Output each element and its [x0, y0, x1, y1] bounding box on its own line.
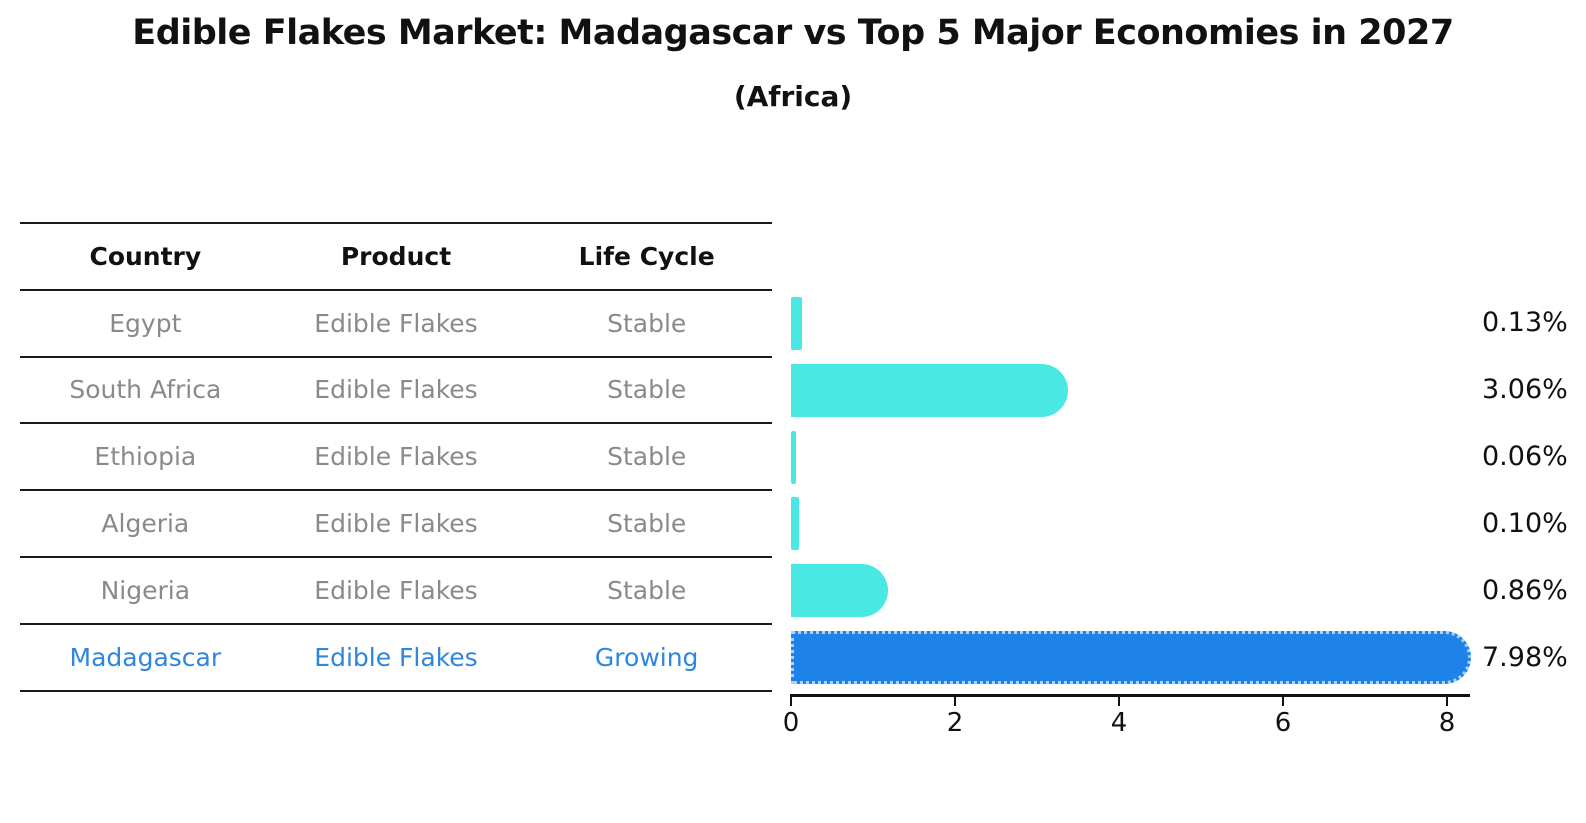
bar-egypt [791, 297, 802, 350]
table-header-row: Country Product Life Cycle [20, 222, 772, 289]
table-cell: Product [340, 241, 452, 271]
comparison-table: Country Product Life Cycle Egypt Edible Flak… [20, 222, 772, 692]
value-label-madagascar: 7.98% [1482, 641, 1568, 673]
bar-algeria [791, 497, 799, 551]
x-axis-tick-label: 0 [782, 708, 800, 738]
bar-south-africa [791, 363, 1068, 417]
table-cell: Growing [594, 642, 699, 672]
x-axis-tick [790, 697, 792, 706]
value-label-egypt: 0.13% [1482, 307, 1568, 339]
chart-subtitle: (Africa) [733, 80, 853, 113]
x-axis [790, 694, 1470, 697]
x-axis-tick-label: 6 [1274, 708, 1292, 738]
table-cell: Stable [607, 575, 687, 605]
x-axis-tick-label: 2 [946, 708, 964, 738]
table-cell: Edible Flakes [314, 375, 478, 405]
table-cell: Ethiopia [94, 442, 197, 472]
x-axis-tick [954, 697, 956, 706]
table-cell: Edible Flakes [314, 509, 478, 539]
bar-nigeria [791, 564, 888, 618]
bar-ethiopia [791, 430, 796, 484]
table-cell: Life Cycle [578, 241, 715, 271]
table-cell: Stable [607, 308, 687, 338]
x-axis-tick [1118, 697, 1120, 706]
table-cell: Country [89, 241, 202, 271]
table-row-egypt: Egypt Edible Flakes Stable [20, 288, 772, 356]
table-cell: Egypt [109, 308, 182, 338]
table-cell: Madagascar [69, 642, 222, 672]
table-cell: Algeria [101, 509, 190, 539]
table-row-algeria: Algeria Edible Flakes Stable [20, 489, 772, 556]
x-axis-tick-label: 8 [1438, 708, 1456, 738]
value-label-nigeria: 0.86% [1482, 574, 1568, 606]
table-cell: Stable [607, 442, 687, 472]
value-label-ethiopia: 0.06% [1482, 441, 1568, 473]
table-cell: Nigeria [100, 575, 191, 605]
table-cell: South Africa [69, 375, 222, 405]
table-cell: Edible Flakes [314, 642, 478, 672]
table-row-madagascar: Madagascar Edible Flakes Growing [20, 622, 772, 690]
x-axis-tick-label: 4 [1110, 708, 1128, 738]
table-row-nigeria: Nigeria Edible Flakes Stable [20, 555, 772, 623]
x-axis-tick [1446, 697, 1448, 706]
bar-madagascar [791, 631, 1471, 685]
table-row-south-africa: South Africa Edible Flakes Stable [20, 355, 772, 423]
value-label-south-africa: 3.06% [1482, 374, 1568, 406]
table-cell: Edible Flakes [314, 308, 478, 338]
table-row-ethiopia: Ethiopia Edible Flakes Stable [20, 422, 772, 489]
table-cell: Stable [607, 509, 687, 539]
chart-title: Edible Flakes Market: Madagascar vs Top … [132, 13, 1454, 53]
table-cell: Edible Flakes [314, 575, 478, 605]
x-axis-tick [1282, 697, 1284, 706]
table-cell: Stable [607, 375, 687, 405]
table-cell: Edible Flakes [314, 442, 478, 472]
value-label-algeria: 0.10% [1482, 507, 1568, 539]
